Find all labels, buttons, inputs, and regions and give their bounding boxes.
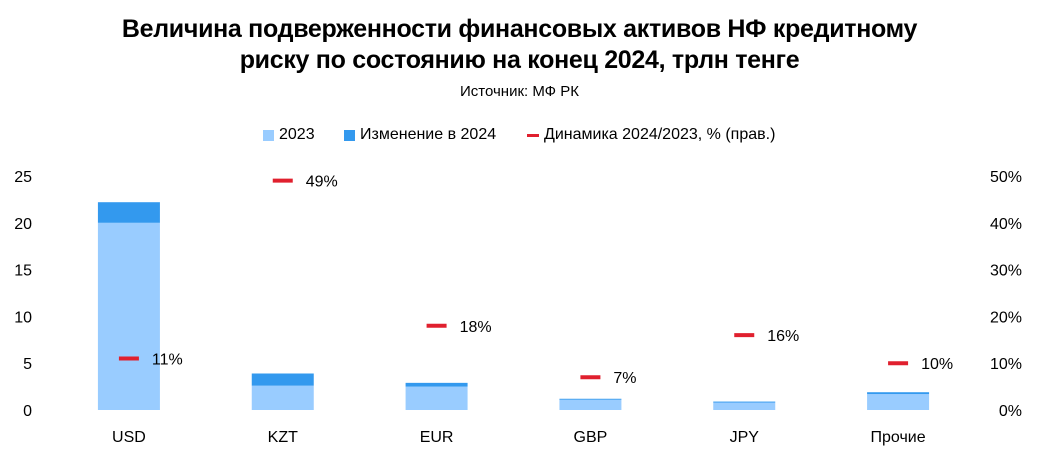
dynamics-data-label: 10%	[921, 356, 953, 373]
x-axis-category-label: JPY	[730, 429, 760, 446]
dynamics-data-label: 18%	[460, 319, 492, 336]
bar-2023	[559, 399, 622, 410]
legend-item-dynamics: Динамика 2024/2023, % (прав.)	[527, 126, 775, 144]
bar-change-2024	[405, 382, 468, 387]
right-axis-tick-label: 50%	[990, 169, 1022, 186]
bar-2023	[97, 222, 160, 410]
x-axis-category-label: USD	[112, 429, 146, 446]
legend-line-dynamics	[527, 133, 539, 137]
left-axis-tick-label: 20	[14, 216, 32, 233]
legend-label-2023: 2023	[279, 126, 315, 143]
dynamics-data-label: 49%	[306, 174, 338, 191]
x-axis-category-label: KZT	[268, 429, 298, 446]
bar-change-2024	[867, 392, 930, 395]
left-axis-tick-label: 0	[23, 403, 32, 420]
bar-2023	[713, 402, 776, 410]
bar-2023	[251, 385, 314, 410]
bar-change-2024	[251, 373, 314, 386]
dynamics-data-label: 7%	[613, 370, 636, 387]
bar-2023	[867, 394, 930, 410]
bar-change-2024	[559, 398, 622, 400]
left-axis-tick-label: 25	[14, 169, 32, 186]
chart-title: Величина подверженности финансовых актив…	[0, 14, 1039, 76]
dynamics-data-label: 16%	[767, 328, 799, 345]
bar-change-2024	[713, 401, 776, 403]
right-axis-tick-label: 40%	[990, 216, 1022, 233]
x-axis-category-label: GBP	[574, 429, 608, 446]
bar-2023	[405, 386, 468, 410]
right-axis-tick-label: 20%	[990, 309, 1022, 326]
x-axis-category-label: EUR	[420, 429, 454, 446]
legend-swatch-change	[344, 129, 355, 141]
legend-item-change: Изменение в 2024	[344, 126, 496, 144]
legend-label-dynamics: Динамика 2024/2023, % (прав.)	[544, 126, 776, 143]
dynamics-data-label: 11%	[152, 352, 183, 369]
legend-label-change: Изменение в 2024	[360, 126, 497, 143]
right-axis-tick-label: 30%	[990, 263, 1022, 280]
legend-item-2023: 2023	[263, 126, 315, 144]
legend-swatch-2023	[263, 129, 274, 141]
chart-legend: 2023 Изменение в 2024 Динамика 2024/2023…	[0, 126, 1039, 146]
left-axis-tick-label: 15	[14, 263, 32, 280]
left-axis-tick-label: 10	[14, 309, 32, 326]
chart-source: Источник: МФ РК	[459, 83, 579, 100]
bar-change-2024	[97, 202, 160, 223]
right-axis-tick-label: 10%	[990, 356, 1022, 373]
right-axis-tick-label: 0%	[999, 403, 1022, 420]
x-axis-category-label: Прочие	[871, 429, 926, 446]
chart-title-line-2: риску по состоянию на конец 2024, трлн т…	[239, 46, 800, 74]
chart-title-line-1: Величина подверженности финансовых актив…	[121, 15, 918, 43]
left-axis-tick-label: 5	[23, 356, 32, 373]
